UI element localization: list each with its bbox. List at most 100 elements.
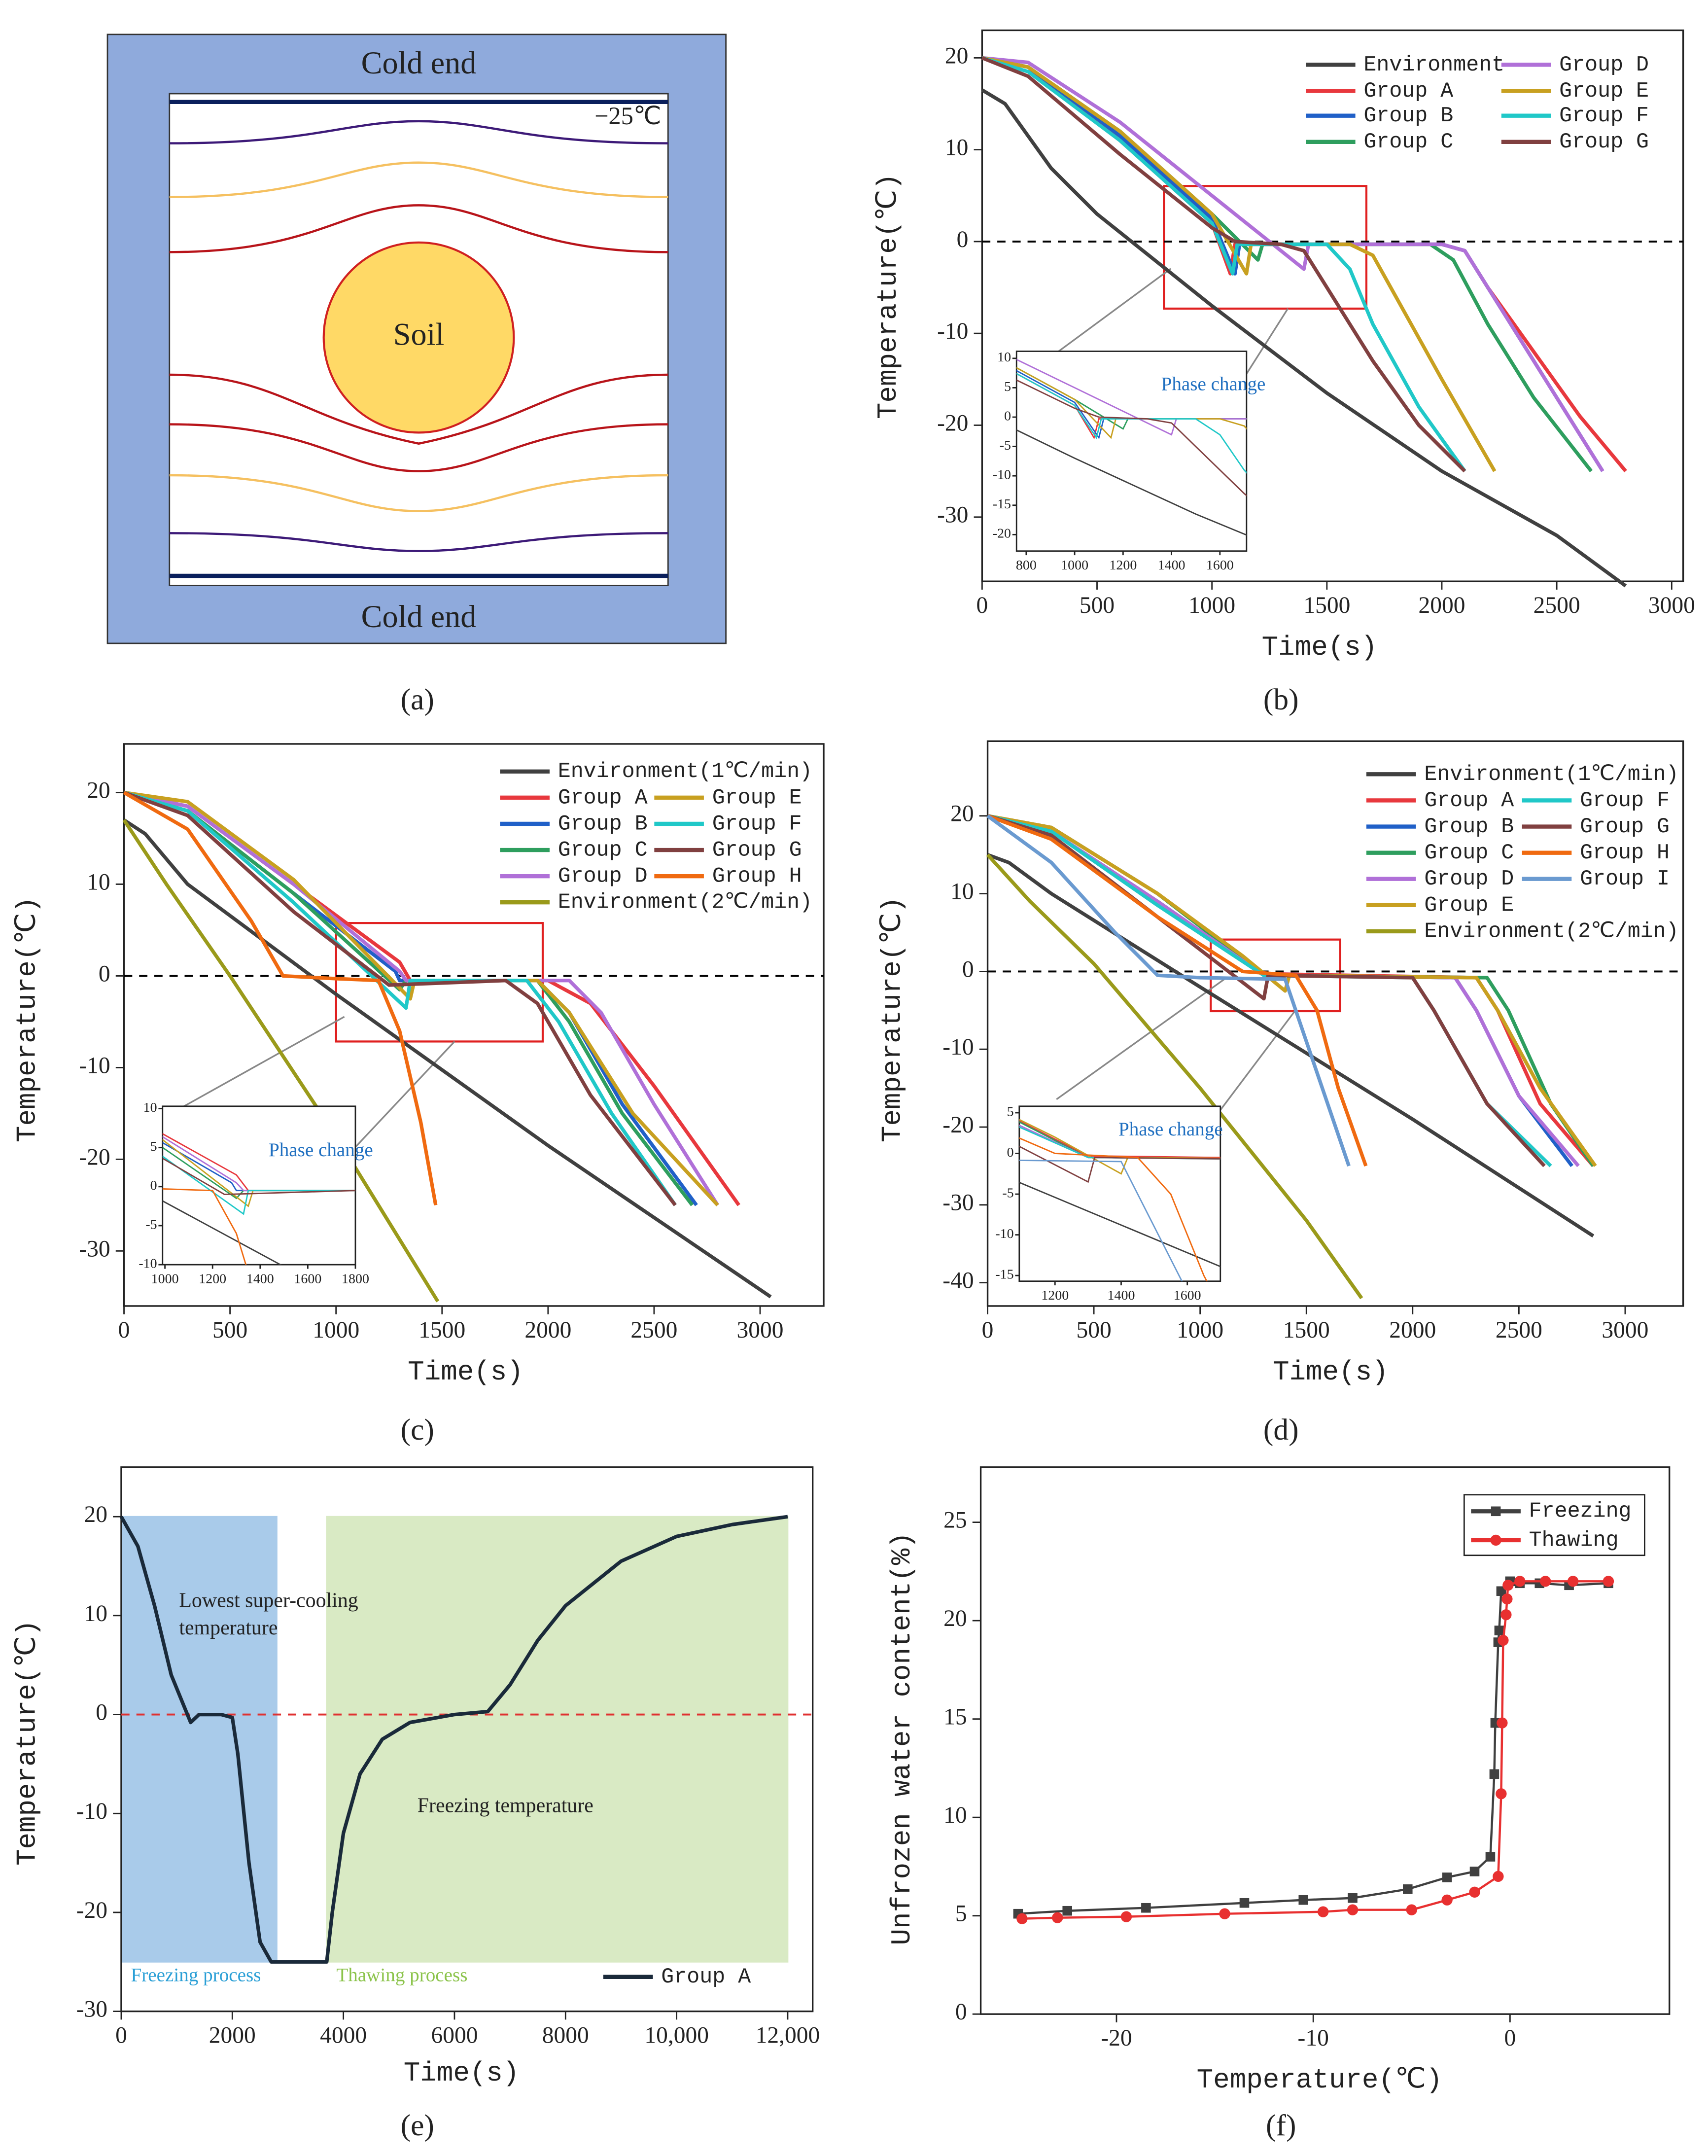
arrow (1039, 268, 1172, 366)
zoom-box (1163, 185, 1368, 310)
inset-line (162, 1136, 355, 1192)
y-tick-label: -20 (942, 1112, 974, 1138)
marker (1498, 1634, 1509, 1646)
arrow (178, 1016, 345, 1110)
legend-label: Group F (712, 812, 802, 836)
series-line (122, 819, 440, 1303)
marker (1441, 1894, 1453, 1906)
legend-label: Group G (712, 838, 802, 862)
legend-label: Environment(1℃/min) (1424, 763, 1678, 787)
panel-label: (d) (1263, 1413, 1299, 1447)
inset-annotation: Phase change (269, 1139, 373, 1161)
x-tick-label: 0 (1504, 2025, 1516, 2051)
inset-lines (1019, 1119, 1220, 1281)
series-line (986, 814, 1351, 1167)
marker (1052, 1912, 1063, 1923)
panel-label: (f) (1266, 2109, 1296, 2142)
marker (1016, 1913, 1028, 1924)
x-tick-label: 2000 (524, 1317, 571, 1343)
y-axis-title: Temperature(℃) (12, 1620, 43, 1866)
legend-label: Group G (1580, 815, 1670, 839)
inset-y-tick-label: 5 (150, 1139, 157, 1154)
inset-y-tick-label: 10 (143, 1100, 157, 1115)
x-tick-label: 8000 (542, 2023, 589, 2049)
y-tick-label: 15 (943, 1704, 967, 1730)
annotation: temperature (179, 1617, 278, 1639)
inset-x-tick-label: 1200 (1041, 1288, 1069, 1303)
x-axis-title: Time(s) (408, 1356, 523, 1388)
x-tick-label: 2000 (209, 2023, 256, 2049)
x-tick-label: 6000 (431, 2023, 478, 2049)
legend-label: Group E (1424, 893, 1514, 918)
marker (1298, 1895, 1309, 1905)
y-tick-label: 0 (99, 961, 110, 987)
inset-line (1019, 1137, 1208, 1281)
x-tick-label: 1000 (313, 1317, 359, 1343)
x-tick-label: 0 (982, 1317, 994, 1343)
x-tick-label: 4000 (320, 2023, 367, 2049)
y-tick-label: -30 (76, 1997, 107, 2022)
x-tick-label: 12,000 (756, 2023, 820, 2049)
inset-x-tick-label: 1200 (1109, 558, 1137, 573)
inset-y-tick-label: -15 (993, 496, 1011, 512)
plot-frame (979, 1466, 1671, 2015)
inset-x-tick-label: 1000 (1061, 558, 1088, 573)
y-tick-label: 5 (955, 1901, 967, 1927)
isotherm (169, 474, 668, 512)
y-axis-title: Temperature(℃) (872, 173, 904, 419)
y-tick-label: 10 (943, 1803, 967, 1828)
x-axis-title: Time(s) (1273, 1356, 1389, 1388)
x-tick-label: 500 (212, 1317, 247, 1343)
y-tick-label: -20 (79, 1144, 110, 1170)
inset-x-tick-label: 1600 (294, 1271, 321, 1286)
y-tick-label: 10 (84, 1601, 108, 1626)
legend-label: Group F (1559, 104, 1649, 128)
inset-line (1016, 429, 1247, 536)
annotation: Lowest super-cooling (179, 1589, 358, 1612)
inset-line (1019, 1160, 1183, 1281)
inset-y-tick-label: -5 (145, 1217, 157, 1232)
marker (1347, 1904, 1359, 1915)
x-tick-label: 1500 (418, 1317, 465, 1343)
marker (1567, 1576, 1579, 1587)
marker (1500, 1609, 1512, 1621)
series-line (123, 791, 438, 1206)
inset-x-tick-label: 1400 (246, 1271, 274, 1286)
inset-y-tick-label: -15 (995, 1267, 1013, 1282)
y-tick-label: 20 (84, 1502, 108, 1527)
soil-label: Soil (393, 317, 445, 352)
inset-annotation: Phase change (1161, 373, 1266, 394)
legend-label: Group D (1424, 867, 1514, 891)
plot-frame (123, 743, 825, 1307)
marker (1317, 1906, 1329, 1917)
legend-label: Group E (712, 786, 802, 810)
y-tick-label: -30 (79, 1236, 110, 1262)
legend-label: Group C (558, 838, 648, 862)
x-tick-label: 2500 (1534, 593, 1580, 618)
legend-label: Freezing (1529, 1500, 1632, 1524)
series-line (986, 853, 1363, 1300)
inset-y-tick-label: -20 (993, 526, 1011, 541)
x-tick-label: 1000 (1177, 1317, 1223, 1343)
legend-label: Group H (1580, 841, 1670, 865)
isotherm (169, 204, 668, 253)
inset-lines (1016, 358, 1247, 536)
y-tick-label: 10 (945, 135, 969, 161)
x-tick-label: 2000 (1419, 593, 1465, 618)
x-tick-label: 3000 (1602, 1317, 1648, 1343)
series-line (981, 56, 1466, 473)
legend-label: Group A (558, 786, 648, 810)
inset-line (162, 1142, 355, 1192)
inset-frame (162, 1105, 356, 1266)
inset-x-tick-label: 1600 (1206, 558, 1234, 573)
marker (1603, 1576, 1614, 1587)
panel-label: (c) (401, 1413, 434, 1447)
y-tick-label: 0 (955, 1999, 967, 2025)
marker (1496, 1788, 1507, 1800)
inset-y-tick-label: 5 (1004, 379, 1011, 394)
isotherms (169, 120, 668, 552)
y-tick-label: 0 (96, 1699, 107, 1725)
inset-y-tick-label: -5 (1002, 1185, 1013, 1201)
legend-marker (1491, 1506, 1501, 1517)
marker (1469, 1867, 1480, 1876)
